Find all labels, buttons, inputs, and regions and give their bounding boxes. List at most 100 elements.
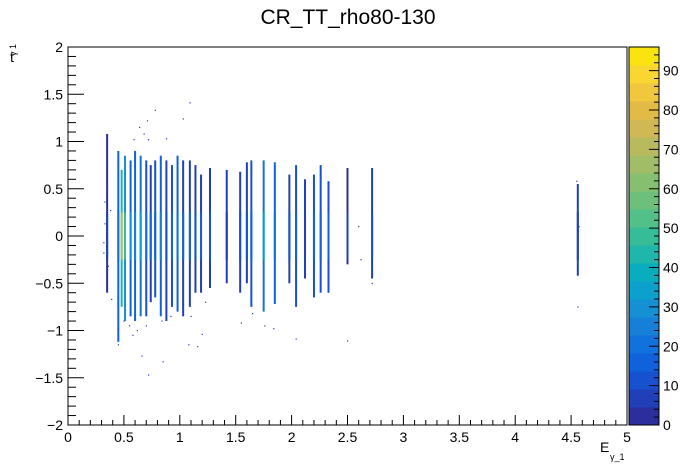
isolated-bin: [162, 361, 164, 363]
palette-tick-label: 40: [663, 260, 679, 276]
isolated-bin: [107, 265, 109, 267]
palette-swatch: [629, 371, 659, 390]
isolated-bin: [190, 315, 192, 318]
isolated-bin: [182, 118, 184, 120]
isolated-bin: [128, 325, 131, 327]
x-tick-label: 4: [511, 429, 519, 445]
heatmap-column-core: [159, 212, 162, 260]
isolated-bin: [147, 374, 150, 376]
x-tick-label: 0: [64, 429, 72, 445]
isolated-bin: [109, 209, 112, 212]
isolated-bin: [117, 328, 120, 330]
heatmap-column-core: [124, 212, 127, 260]
palette-swatch: [629, 137, 659, 156]
palette-tick-label: 30: [663, 299, 679, 315]
palette-swatch: [629, 263, 659, 282]
palette-swatch: [629, 245, 659, 264]
isolated-bin: [578, 226, 580, 228]
isolated-bin: [139, 126, 141, 129]
palette-swatch: [629, 83, 659, 102]
palette-swatch: [629, 317, 659, 336]
palette-swatch: [629, 299, 659, 318]
heatmap-column-core: [295, 212, 298, 260]
palette-swatch: [629, 389, 659, 408]
y-tick-label: −1.5: [35, 370, 63, 386]
heatmap-column-core: [208, 212, 211, 260]
palette-swatch: [629, 353, 659, 372]
x-axis-ticks: 0 0.5 1 1.5 2 2.5 3 3.5 4 4.5 5: [64, 415, 631, 445]
isolated-bin: [161, 320, 163, 322]
x-tick-label: 4.5: [561, 429, 581, 445]
y-tick-label: −0.5: [35, 275, 63, 291]
x-tick-label: 2.5: [338, 429, 358, 445]
isolated-bin: [371, 282, 373, 284]
isolated-bin: [273, 328, 275, 330]
heatmap-column-core: [129, 212, 132, 260]
isolated-bin: [104, 223, 106, 225]
heatmap-columns: [106, 133, 579, 342]
x-axis-title-main: E: [600, 439, 609, 455]
heatmap-column-core: [154, 212, 157, 260]
isolated-bin: [103, 252, 105, 254]
palette-axis-ticks: 0 10 20 30 40 50 60 70 80 90: [649, 46, 679, 433]
isolated-bin: [104, 201, 106, 203]
heatmap-column-core: [576, 212, 579, 260]
heatmap-column-core: [176, 212, 179, 260]
x-tick-label: 2: [288, 429, 296, 445]
palette-tick-label: 70: [663, 141, 679, 157]
chart-title: CR_TT_rho80-130: [260, 6, 435, 29]
y-tick-label: 1.5: [44, 86, 64, 102]
x-axis-title-subscript: γ_1: [610, 452, 625, 462]
palette-swatch: [629, 47, 659, 66]
isolated-bin: [147, 139, 150, 141]
isolated-bin: [360, 259, 362, 261]
palette-swatch: [629, 101, 659, 120]
x-tick-label: 5: [623, 429, 631, 445]
isolated-bin: [201, 333, 203, 335]
y-axis-ticks: −2 −1.5 −1 −0.5 0 0.5 1 1.5 2: [35, 39, 84, 433]
isolated-bin: [170, 315, 172, 318]
isolated-bin: [240, 322, 242, 324]
heatmap-column-core: [250, 212, 253, 260]
palette-tick-label: 0: [663, 417, 671, 433]
heatmap-column-core: [170, 212, 173, 260]
heatmap-column-core: [165, 212, 168, 260]
y-axis-title-main: t: [10, 49, 14, 65]
heatmap-column-core: [134, 212, 137, 260]
heatmap-column-core: [149, 212, 152, 260]
isolated-bin: [577, 306, 579, 308]
y-tick-label: −1: [47, 323, 63, 339]
heatmap-column-core: [239, 212, 242, 260]
palette-swatch: [629, 281, 659, 300]
y-tick-label: 0.5: [44, 181, 64, 197]
palette-swatch: [629, 407, 659, 426]
isolated-bin: [264, 325, 266, 327]
y-tick-label: 1: [55, 134, 63, 150]
isolated-bin: [154, 109, 156, 112]
isolated-bin: [197, 346, 199, 348]
color-palette-bar: [629, 47, 659, 426]
isolated-bin: [132, 334, 134, 336]
heatmap-column-core: [327, 212, 330, 260]
palette-tick-label: 10: [663, 378, 679, 394]
heatmap-column-core: [117, 212, 120, 260]
isolated-bin: [106, 190, 108, 192]
heatmap-column-core: [273, 212, 276, 260]
palette-swatch: [629, 191, 659, 210]
heatmap-column-core: [288, 212, 291, 260]
palette-swatch: [629, 209, 659, 228]
palette-swatch: [629, 335, 659, 354]
isolated-bin: [358, 226, 360, 228]
heatmap-column-core: [245, 212, 248, 260]
isolated-bin: [165, 138, 168, 140]
palette-swatch: [629, 155, 659, 174]
heatmap-column-core: [139, 212, 142, 260]
y-axis-title-subscript: γ 1: [8, 44, 18, 56]
isolated-bin: [111, 298, 113, 301]
isolated-bin: [133, 139, 135, 141]
palette-tick-label: 50: [663, 220, 679, 236]
isolated-bin: [576, 180, 578, 182]
isolated-bin: [145, 325, 147, 327]
palette-tick-label: 80: [663, 102, 679, 118]
isolated-bin: [103, 242, 105, 244]
